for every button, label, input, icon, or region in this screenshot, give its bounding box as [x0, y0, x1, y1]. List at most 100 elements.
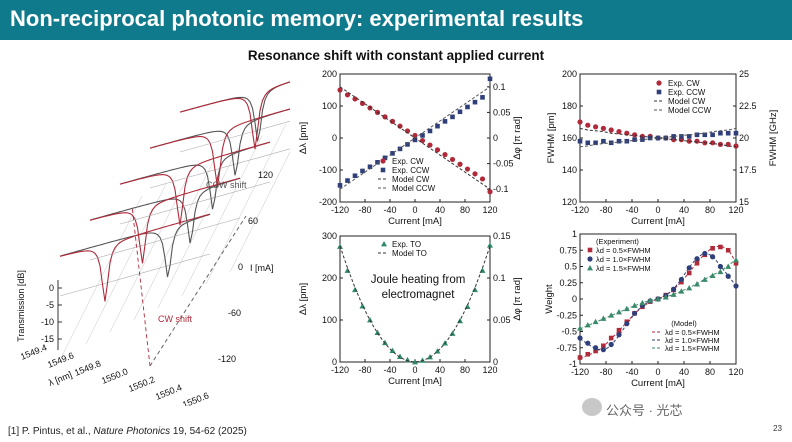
data-point	[601, 343, 606, 349]
x-tick-label: 80	[460, 205, 470, 215]
x-tick-label: 120	[728, 205, 743, 215]
y-tick-label: 120	[562, 197, 577, 207]
i-axis-label: I [mA]	[250, 263, 274, 273]
data-point	[655, 135, 661, 141]
data-point	[733, 257, 739, 263]
y2-axis-label: FWHM [GHz]	[768, 110, 779, 166]
x-tick-label: -80	[358, 365, 371, 375]
data-point	[608, 127, 614, 133]
data-point	[678, 276, 684, 283]
data-point	[404, 356, 411, 363]
data-point	[435, 123, 440, 129]
data-point	[733, 260, 739, 266]
trace-floor	[59, 253, 211, 297]
data-point	[592, 318, 599, 325]
z-tick-label: 0	[49, 283, 54, 293]
legend-label: λd = 1.5×FWHM	[665, 344, 720, 353]
data-point	[616, 332, 622, 338]
data-point	[472, 286, 478, 293]
data-point	[359, 303, 366, 309]
y-tick-label: -1	[569, 359, 577, 369]
data-point	[352, 96, 358, 102]
data-point	[616, 309, 622, 315]
citation: [1] P. Pintus, et al., Nature Photonics …	[8, 426, 247, 437]
y2-tick-label: 15	[739, 197, 749, 207]
data-point	[616, 138, 622, 144]
data-point	[479, 267, 486, 273]
data-point	[608, 341, 614, 348]
model-line	[579, 127, 737, 148]
data-point	[382, 339, 388, 346]
data-point	[671, 134, 676, 139]
data-point	[593, 345, 599, 351]
legend-label: Model CW	[668, 97, 706, 106]
data-point	[585, 340, 591, 346]
i-tick-label: 120	[258, 170, 273, 180]
legend-title: (Experiment)	[596, 237, 639, 246]
trace-line	[179, 81, 290, 150]
x-tick-label: 40	[435, 205, 445, 215]
data-point	[577, 355, 583, 360]
data-point	[457, 109, 463, 115]
y-tick-label: 200	[562, 69, 577, 79]
grid-line	[85, 183, 167, 345]
i-tick-label: 60	[248, 216, 258, 226]
y-tick-label: 180	[562, 101, 577, 111]
slide-title: Non-reciprocal photonic memory: experime…	[10, 6, 584, 31]
data-point	[600, 347, 606, 353]
y-tick-label: -200	[319, 197, 337, 207]
legend-label: Exp. CCW	[668, 88, 706, 97]
grid-line	[205, 123, 287, 285]
x-tick-label: -120	[331, 365, 349, 375]
lambda-tick-label: 1549.4	[19, 342, 48, 362]
data-point	[710, 140, 716, 146]
model-line	[579, 127, 737, 148]
title-bar: Non-reciprocal photonic memory: experime…	[0, 0, 792, 40]
y-tick-label: 300	[322, 231, 337, 241]
data-point	[389, 118, 396, 124]
data-point	[442, 152, 448, 158]
data-point	[639, 299, 646, 306]
y2-tick-label: 0	[493, 357, 498, 367]
y-tick-label: 200	[322, 69, 337, 79]
model-line	[579, 258, 737, 330]
z-tick-label: -10	[41, 317, 54, 327]
data-point	[382, 155, 388, 161]
data-point	[420, 133, 425, 138]
x-tick-label: -120	[571, 367, 589, 377]
y2-tick-label: 0.05	[493, 107, 511, 117]
shift-chart: -120 -80 -40 0 40 80 120 Current [mA] 200 100 0 -10…	[298, 69, 523, 227]
x-tick-label: -40	[625, 205, 638, 215]
data-point	[374, 329, 381, 335]
data-point	[585, 351, 591, 357]
data-point	[412, 359, 418, 365]
data-point	[671, 286, 677, 292]
data-point	[710, 132, 715, 138]
annotation-line1: Joule heating from	[371, 274, 466, 286]
legend-marker	[656, 89, 662, 95]
y-tick-label: 0	[332, 357, 337, 367]
cw-shift-label: CW shift	[158, 314, 193, 324]
data-point	[345, 178, 350, 183]
y-axis-label: Weight	[544, 284, 555, 314]
legend-label: Model CCW	[392, 184, 436, 193]
annotation-line2: electromagnet	[382, 289, 456, 301]
legend-marker	[656, 80, 662, 86]
data-point	[593, 140, 598, 146]
y2-tick-label: 17.5	[739, 165, 757, 175]
waterfall-chart: 0 -5 -10 -15 Transmission [dB] CCW shift CW sh…	[16, 81, 290, 406]
y2-tick-label: 25	[739, 69, 749, 79]
data-point	[465, 104, 470, 110]
data-point	[725, 130, 731, 136]
model-line	[579, 252, 737, 352]
y2-tick-label: 0.15	[493, 231, 511, 241]
y-axis-label: FWHM [pm]	[546, 113, 557, 164]
i-tick-label: 0	[238, 262, 243, 272]
data-point	[710, 246, 715, 251]
data-point	[487, 189, 493, 195]
data-point	[600, 125, 606, 131]
legend-label: Exp. TO	[392, 240, 421, 249]
x-tick-label: -80	[358, 205, 371, 215]
x-tick-label: -40	[383, 365, 396, 375]
data-point	[710, 254, 716, 260]
